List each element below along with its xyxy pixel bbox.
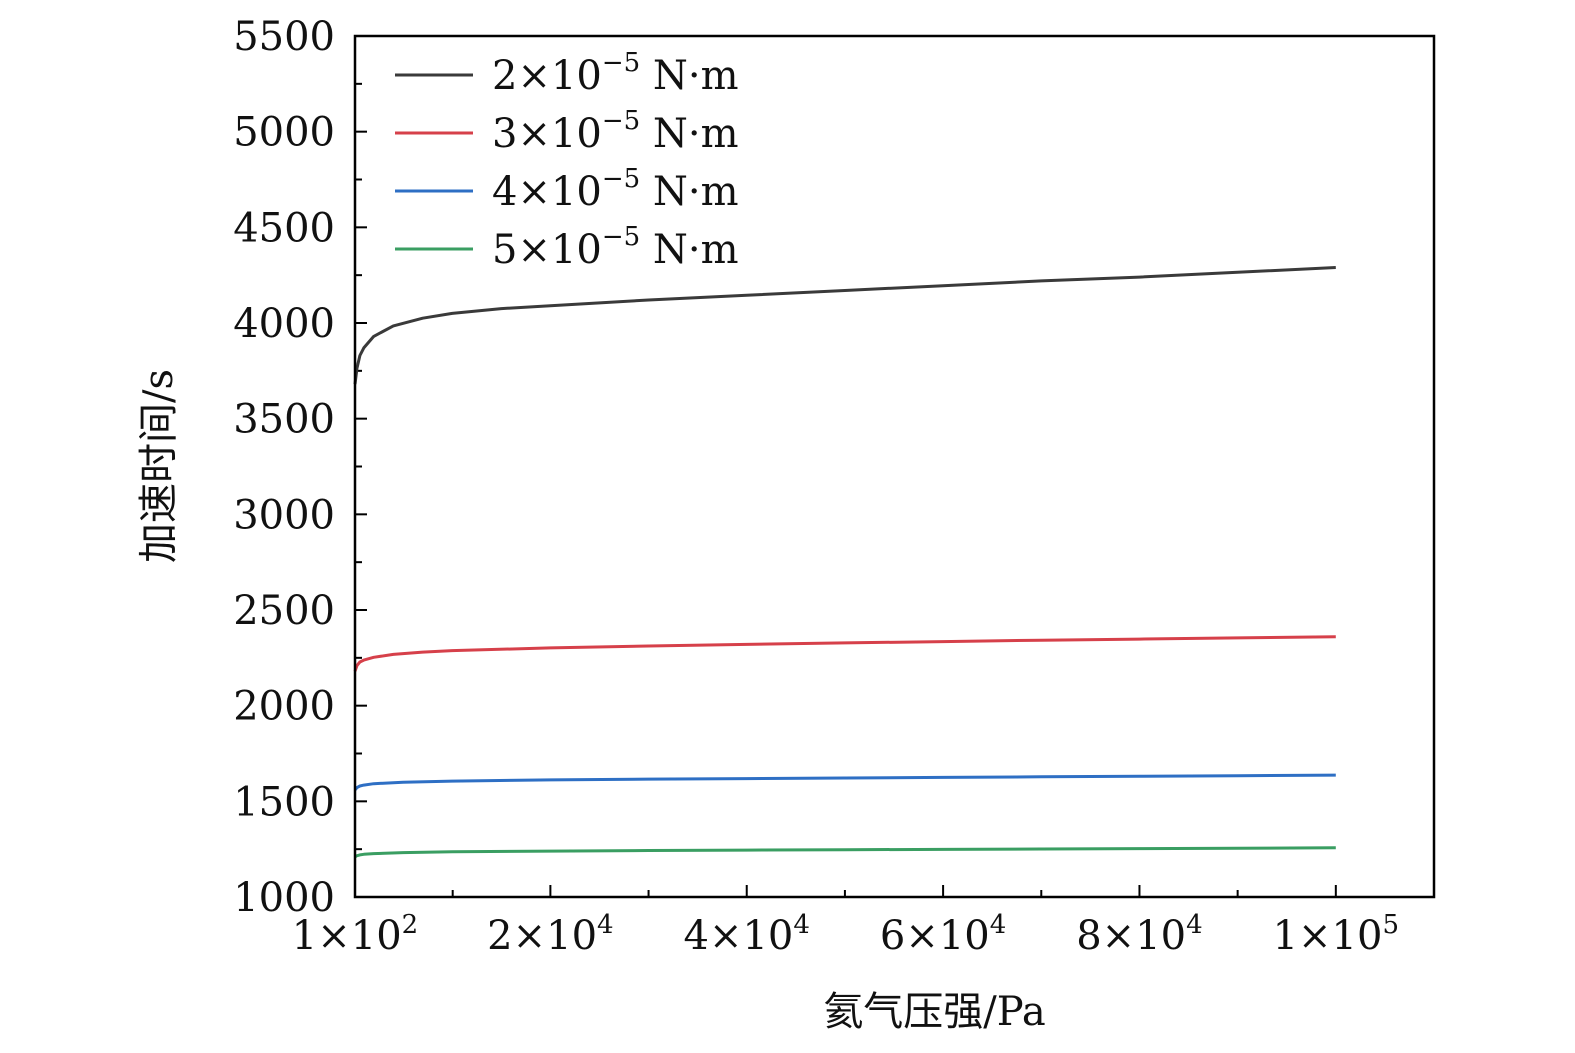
series-line-1 [353,266,1336,385]
x-tick-label: 1×102 [292,910,418,959]
x-tick-label: 1×105 [1273,910,1399,959]
y-tick-label: 1500 [233,779,335,825]
y-tick-label: 3500 [233,397,335,443]
y-axis-ticks [355,35,367,898]
series-line-3 [353,773,1336,791]
legend-label-4: 5×10−5 N·m [492,222,739,273]
y-tick-label: 5000 [233,110,335,156]
plot-frame [353,34,1436,899]
y-tick-label: 2000 [233,684,335,730]
legend-label-2: 3×10−5 N·m [492,106,739,157]
legend-label-3: 4×10−5 N·m [492,164,739,215]
y-axis-title: 加速时间/s [136,369,182,563]
x-tick-label: 2×104 [487,910,613,959]
x-axis-title: 氦气压强/Pa [823,989,1045,1035]
y-tick-labels: 1000 1500 2000 2500 3000 3500 4000 4500 5000 5500 [233,14,335,921]
x-tick-label: 6×104 [880,910,1006,959]
y-tick-label: 5500 [233,14,335,60]
series-lines [353,266,1336,859]
x-tick-label: 8×104 [1076,910,1202,959]
series-line-2 [353,635,1336,672]
x-tick-label: 4×104 [684,910,810,959]
x-axis-ticks [354,885,1337,897]
y-tick-label: 4000 [233,301,335,347]
x-tick-labels: 1×102 2×104 4×104 6×104 8×104 1×105 [292,910,1399,959]
legend-label-1: 2×10−5 N·m [492,48,739,99]
y-tick-label: 3000 [233,492,335,538]
y-tick-label: 1000 [233,875,335,921]
legend: 2×10−5 N·m 3×10−5 N·m 4×10−5 N·m 5×10−5 N·m [395,48,739,273]
y-tick-label: 2500 [233,588,335,634]
y-tick-label: 4500 [233,205,335,251]
series-line-4 [354,846,1336,859]
